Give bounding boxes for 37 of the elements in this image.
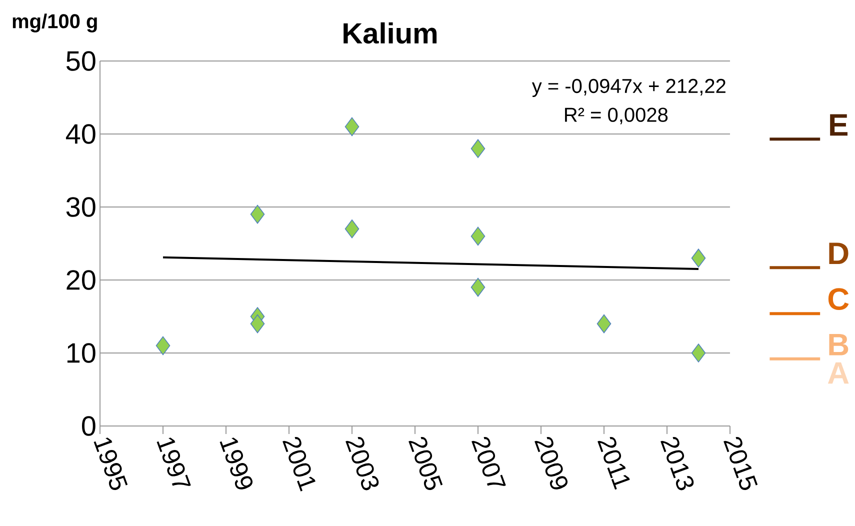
x-tick-label: 1997 <box>156 438 191 486</box>
x-tick-label: 1999 <box>220 438 253 490</box>
point <box>470 139 486 158</box>
ref-line-label: E <box>830 114 848 136</box>
point <box>470 278 486 297</box>
y-tick-label: 20 <box>66 270 96 290</box>
y-tick-label: 30 <box>66 197 96 217</box>
ref-line-label: D <box>829 242 848 264</box>
ref-line-label: B <box>829 334 848 356</box>
ref-line-label: C <box>828 288 849 310</box>
point <box>344 219 360 238</box>
x-tick-label: 2001 <box>282 436 316 492</box>
annotation: R² = 0,0028 <box>565 108 668 124</box>
x-tick-label: 2011 <box>598 436 630 490</box>
point <box>250 314 265 334</box>
x-tick-label: 2015 <box>724 436 758 490</box>
x-tick-label: 2003 <box>346 436 379 490</box>
x-tick-label: 2007 <box>472 436 506 486</box>
chart-title: Kalium <box>344 22 437 44</box>
x-tick-label: 1995 <box>94 438 128 490</box>
x-tick-label: 2009 <box>534 436 568 490</box>
point <box>250 204 265 224</box>
y-tick-label: 50 <box>66 51 96 71</box>
y-tick-label: 10 <box>67 343 96 363</box>
point <box>691 344 706 362</box>
point <box>691 248 706 268</box>
text: A <box>828 362 849 384</box>
point <box>470 226 486 246</box>
x-tick-label: 2005 <box>408 436 443 490</box>
y-tick-label: 0 <box>82 416 96 436</box>
y-axis-title: mg/100 g <box>12 14 97 32</box>
point <box>344 117 360 136</box>
point <box>596 314 612 334</box>
y-tick-label: 40 <box>66 124 96 144</box>
annotation: y = -0,0947x + 212,22 <box>532 78 726 98</box>
x-tick-label: 2013 <box>660 436 694 490</box>
point <box>156 336 170 356</box>
